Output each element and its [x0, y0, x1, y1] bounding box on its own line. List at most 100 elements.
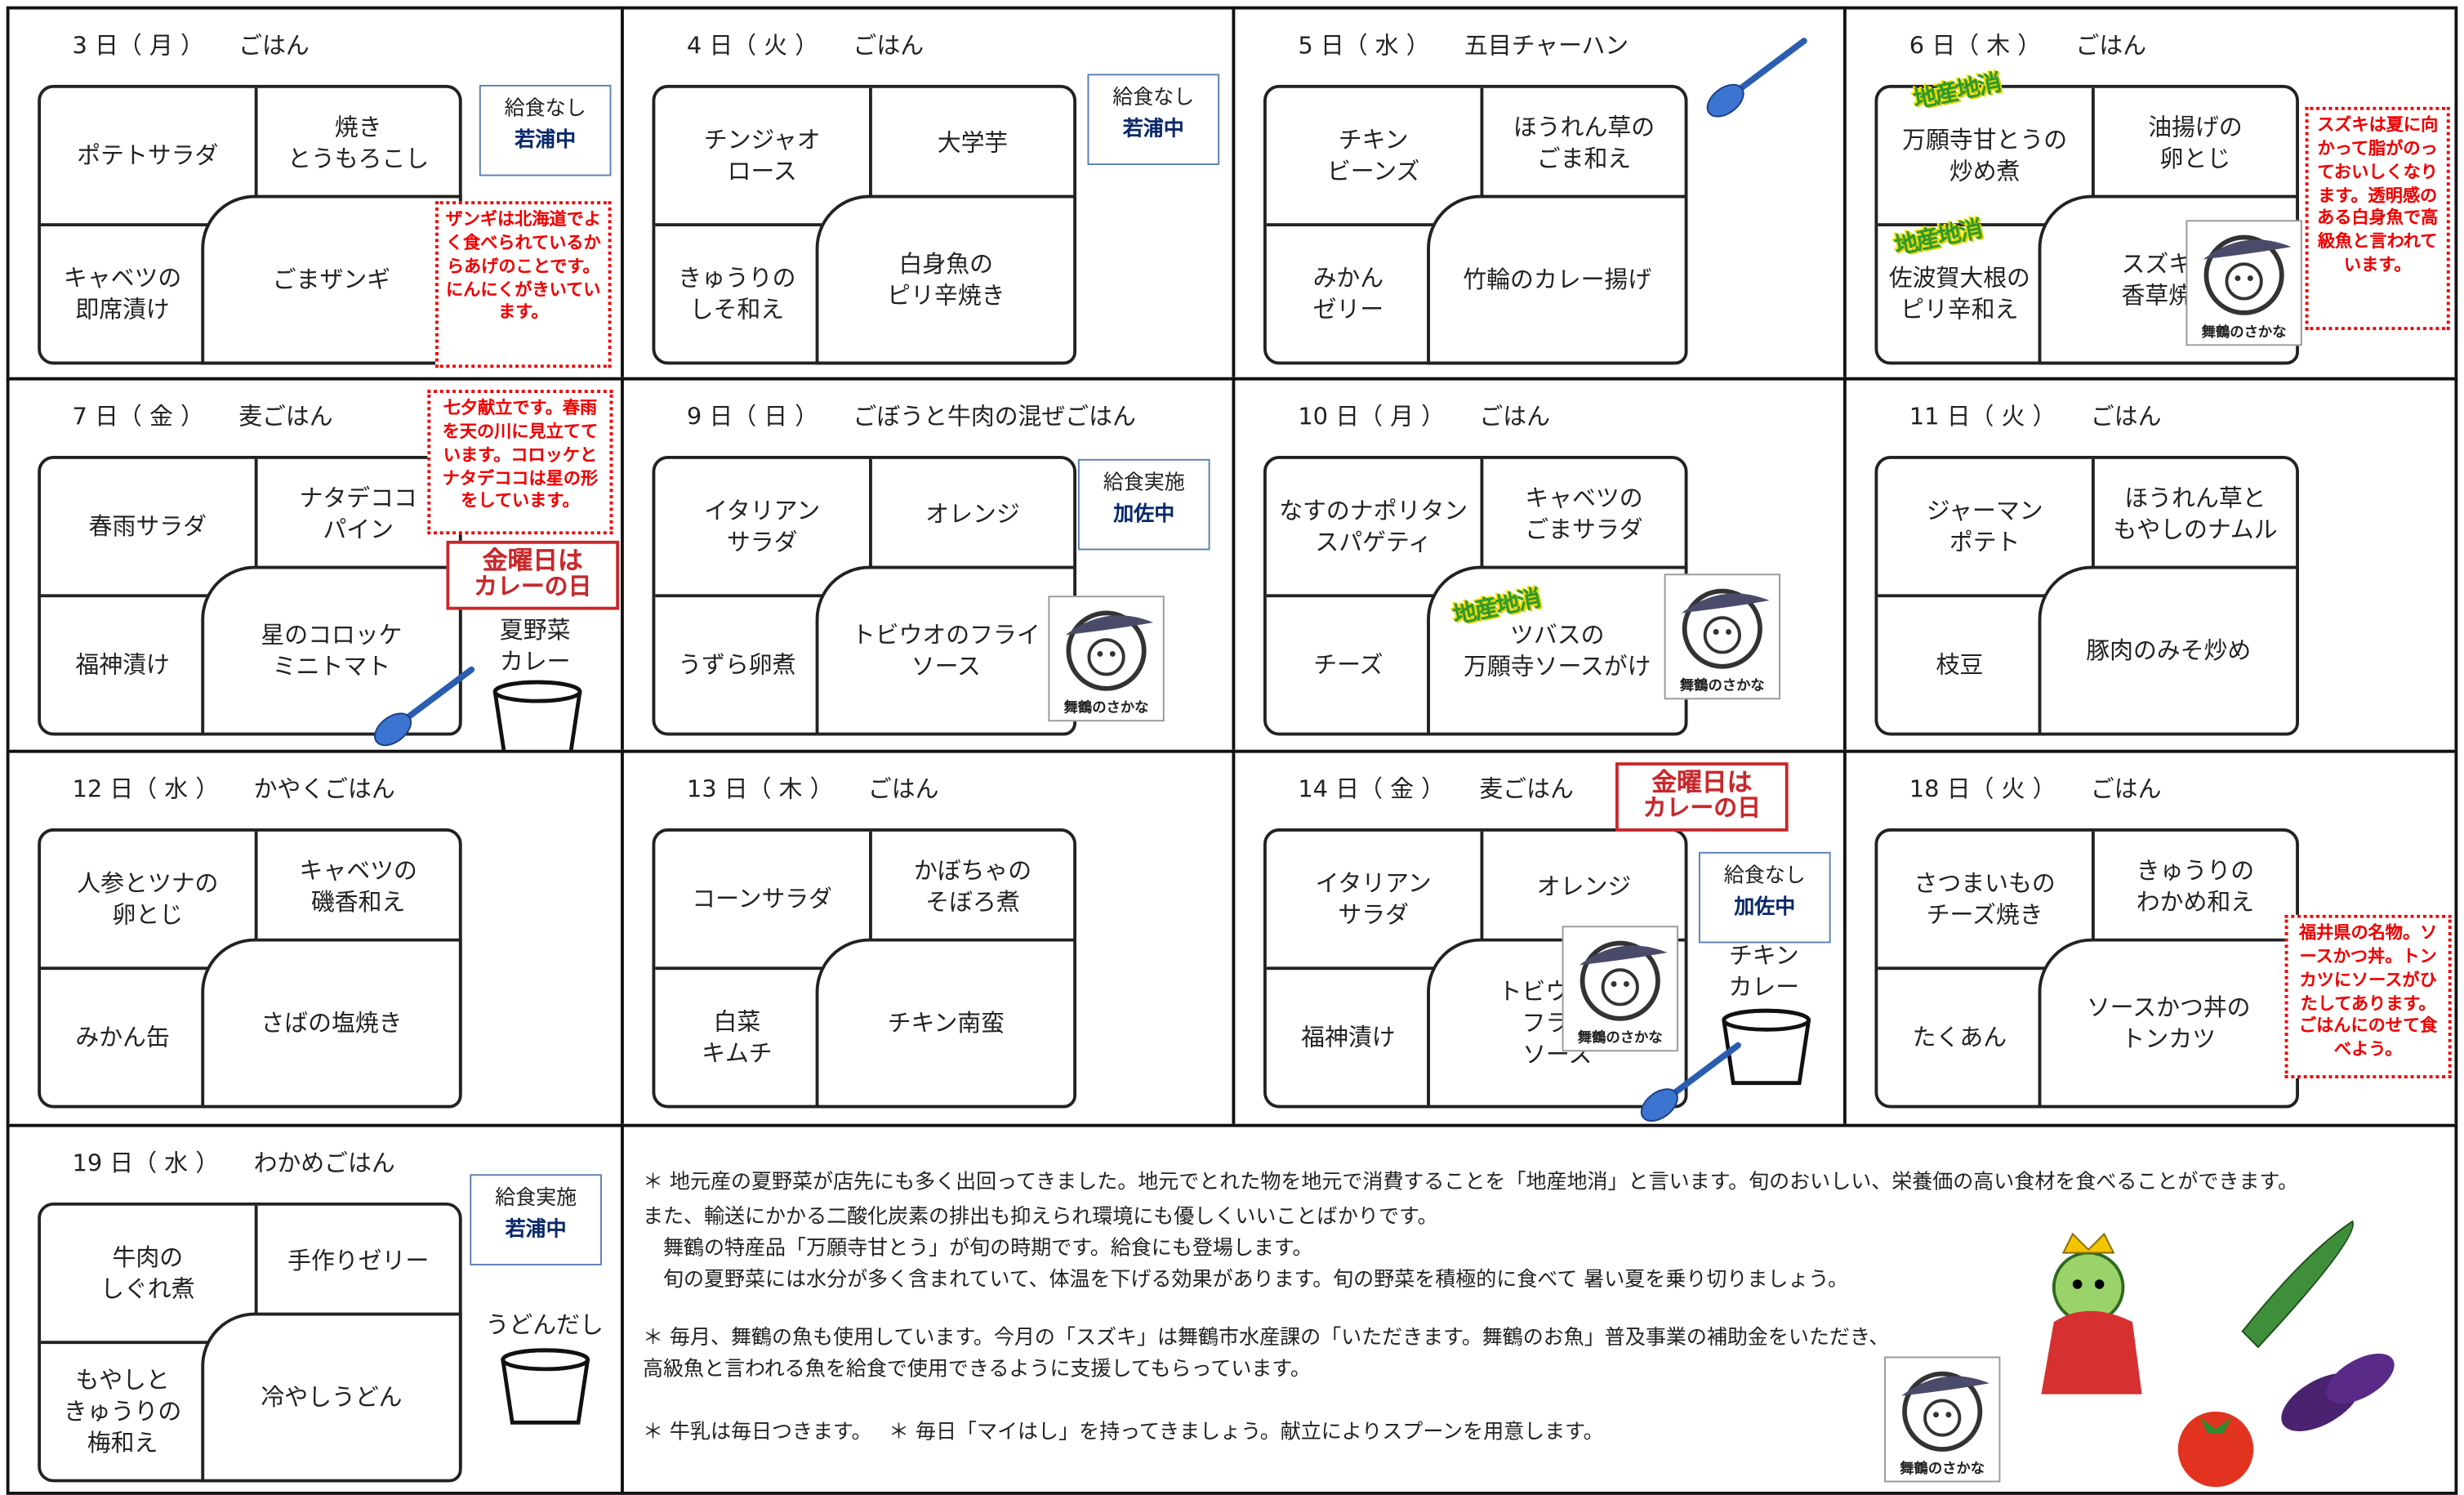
tray: ジャーマン ポテト ほうれん草と もやしのナムル 枝豆 豚肉のみそ炒め [1874, 455, 2299, 736]
note-line: ＊ 牛乳は毎日つきます。 ＊ 毎日「マイはし」を持ってきましょう。献立によりスプ… [642, 1421, 1604, 1445]
dish: ほうれん草の ごま和え [1513, 113, 1655, 173]
day-heading: 14 日（ 金 ） 麦ごはん [1298, 772, 1574, 805]
curry-day-badge: 金曜日は カレーの日 [446, 540, 620, 610]
tray: コーンサラダ かぼちゃの そぼろ煮 白菜 キムチ チキン南蛮 [652, 828, 1077, 1109]
rice: 麦ごはん [1479, 774, 1574, 804]
badge-line: 金曜日は [482, 545, 583, 576]
day-cell: 5 日（ 水 ） 五目チャーハン チキン ビーンズ ほうれん草の ごま和え みかん ゼリ… [1232, 6, 1847, 381]
day-heading: 4 日（ 火 ） ごはん [687, 29, 924, 61]
maizuru-fish-logo: 舞鶴のさかな [1664, 573, 1781, 700]
dish: 油揚げの 卵とじ [2148, 113, 2243, 173]
note-line: ＊ 地元産の夏野菜が店先にも多く出回ってきました。地元でとれた物を地元で消費する… [642, 1171, 2299, 1195]
cup-icon [492, 680, 582, 756]
rice: わかめごはん [253, 1149, 395, 1178]
dish: みかん缶 [75, 1023, 170, 1051]
status: 給食なし [1112, 86, 1195, 110]
dish: 人参とツナの 卵とじ [41, 831, 258, 971]
dish: 枝豆 [1936, 650, 1984, 679]
eggplant [2281, 1353, 2395, 1431]
date: 10 日（ 月 ） [1298, 402, 1446, 431]
school: 若浦中 [505, 1217, 567, 1242]
rice: ごはん [853, 31, 925, 60]
date: 12 日（ 水 ） [72, 774, 220, 804]
logo-text: 舞鶴のさかな [2201, 325, 2287, 341]
date: 18 日（ 火 ） [1909, 774, 2056, 804]
day-cell: 9 日（ 日 ） ごぼうと牛肉の混ぜごはん イタリアン サラダ オレンジ うずら卵煮 トビ… [621, 377, 1236, 753]
tray: なすのナポリタン スパゲティ キャベツの ごまサラダ チーズ ツバスの 万願寺ソースが… [1263, 455, 1688, 736]
day-cell: 12 日（ 水 ） かやくごはん 人参とツナの 卵とじ キャベツの 磯香和え みかん缶 さ… [6, 749, 624, 1127]
red-note: 七夕献立です。春雨を天の川に見立てています。コロッケとナタデココは星の形をしてい… [427, 390, 613, 535]
status: 給食なし [504, 97, 586, 122]
tomato [2177, 1411, 2254, 1488]
dish: 万願寺甘とうの 炒め煮 [1878, 87, 2095, 227]
dish: ポテトサラダ [41, 87, 258, 227]
date: 6 日（ 木 ） [1909, 31, 2042, 60]
school: 若浦中 [1122, 117, 1184, 141]
school-note: 給食なし 若浦中 [1087, 74, 1220, 166]
school-note: 給食なし 加佐中 [1698, 851, 1831, 944]
fish-icon [1681, 588, 1770, 669]
cucumber [2241, 1220, 2355, 1349]
dish: オレンジ [1536, 872, 1632, 901]
dish: トビウオのフライ ソース [815, 565, 1077, 736]
dish: ナタデココ パイン [299, 484, 417, 544]
dish: ツバスの 万願寺ソースがけ [1427, 565, 1688, 736]
maizuru-fish-logo: 舞鶴のさかな [2186, 220, 2302, 346]
fish-icon [1901, 1371, 1989, 1452]
dish: たくあん [1912, 1023, 2007, 1051]
extra-dish: 夏野菜 カレー [499, 616, 571, 676]
dish: みかん ゼリー [1312, 263, 1384, 324]
spoon-icon [1640, 1042, 1741, 1122]
school-note: 給食なし 若浦中 [479, 84, 612, 176]
day-cell: 10 日（ 月 ） ごはんなすのナポリタン スパゲティ キャベツの ごまサラダ チーズ… [1232, 377, 1847, 753]
dish: キャベツの ごまサラダ [1525, 484, 1643, 544]
extra-dish: チキン カレー [1728, 941, 1800, 1001]
spoon-icon [1706, 38, 1807, 118]
logo-text: 舞鶴のさかな [1063, 701, 1149, 717]
curry-day-badge: 金曜日は カレーの日 [1615, 762, 1789, 832]
dish: ジャーマン ポテト [1878, 458, 2095, 598]
red-note: ザンギは北海道でよく食べられているからあげのことです。にんにくがきいています。 [434, 201, 612, 368]
dish: 竹輪のカレー揚げ [1427, 194, 1688, 365]
day-heading: 5 日（ 水 ） 五目チャーハン [1298, 29, 1629, 61]
fish-icon [1579, 940, 1668, 1021]
day-heading: 7 日（ 金 ） 麦ごはん [73, 399, 333, 432]
rice: かやくごはん [253, 774, 395, 804]
badge-line: 金曜日は [1651, 766, 1753, 797]
extra-dish: うどんだし [485, 1310, 604, 1340]
maizuru-fish-logo: 舞鶴のさかな [1884, 1356, 2001, 1483]
dish: 大学芋 [937, 128, 1009, 158]
date: 7 日（ 金 ） [72, 402, 204, 431]
date: 3 日（ 月 ） [72, 31, 204, 60]
fish-icon [1065, 610, 1154, 691]
badge-line: カレーの日 [1642, 793, 1761, 822]
day-heading: 18 日（ 火 ） ごはん [1909, 772, 2162, 805]
dish: 福神漬け [1301, 1023, 1396, 1051]
rice: 五目チャーハン [1464, 31, 1629, 60]
cup-icon [501, 1348, 590, 1425]
dish: かぼちゃの そぼろ煮 [913, 856, 1032, 917]
day-heading: 3 日（ 月 ） ごはん [73, 29, 310, 61]
day-cell: 13 日（ 木 ） ごはん コーンサラダ かぼちゃの そぼろ煮 白菜 キムチ チキン南蛮 [621, 749, 1236, 1127]
rice: ごはん [1479, 402, 1550, 431]
maizuru-fish-logo: 舞鶴のさかな [1562, 926, 1678, 1052]
note-line: また、輸送にかかる二酸化炭素の排出も抑えられ環境にも優しくいいことばかりです。 [642, 1205, 1438, 1229]
rice: ごはん [2090, 774, 2162, 804]
note-line: 高級魚と言われる魚を給食で使用できるように支援してもらっています。 [642, 1358, 1311, 1382]
dish: 白身魚の ピリ辛焼き [815, 194, 1077, 365]
rice: ごはん [238, 31, 310, 60]
date: 9 日（ 日 ） [686, 402, 819, 431]
status: 給食実施 [1103, 471, 1185, 496]
rice: 麦ごはん [238, 402, 333, 431]
tray: チキン ビーンズ ほうれん草の ごま和え みかん ゼリー 竹輪のカレー揚げ [1263, 84, 1688, 365]
dish: キャベツの 即席漬け [63, 263, 182, 324]
red-note: スズキは夏に向かって脂がのっておいしくなります。透明感のある白身魚で高級魚と言わ… [2305, 106, 2450, 331]
logo-text: 舞鶴のさかな [1900, 1462, 1985, 1478]
dish: オレンジ [925, 499, 1020, 529]
day-heading: 9 日（ 日 ） ごぼうと牛肉の混ぜごはん [687, 399, 1136, 432]
status: 給食なし [1723, 864, 1806, 889]
tray: イタリアン サラダ オレンジ 福神漬け トビウオの フライ ソース [1263, 828, 1688, 1109]
note-line: ＊ 毎月、舞鶴の魚も使用しています。今月の「スズキ」は舞鶴市水産課の「いただきま… [642, 1326, 1890, 1350]
dish: ごまザンギ [201, 194, 462, 365]
